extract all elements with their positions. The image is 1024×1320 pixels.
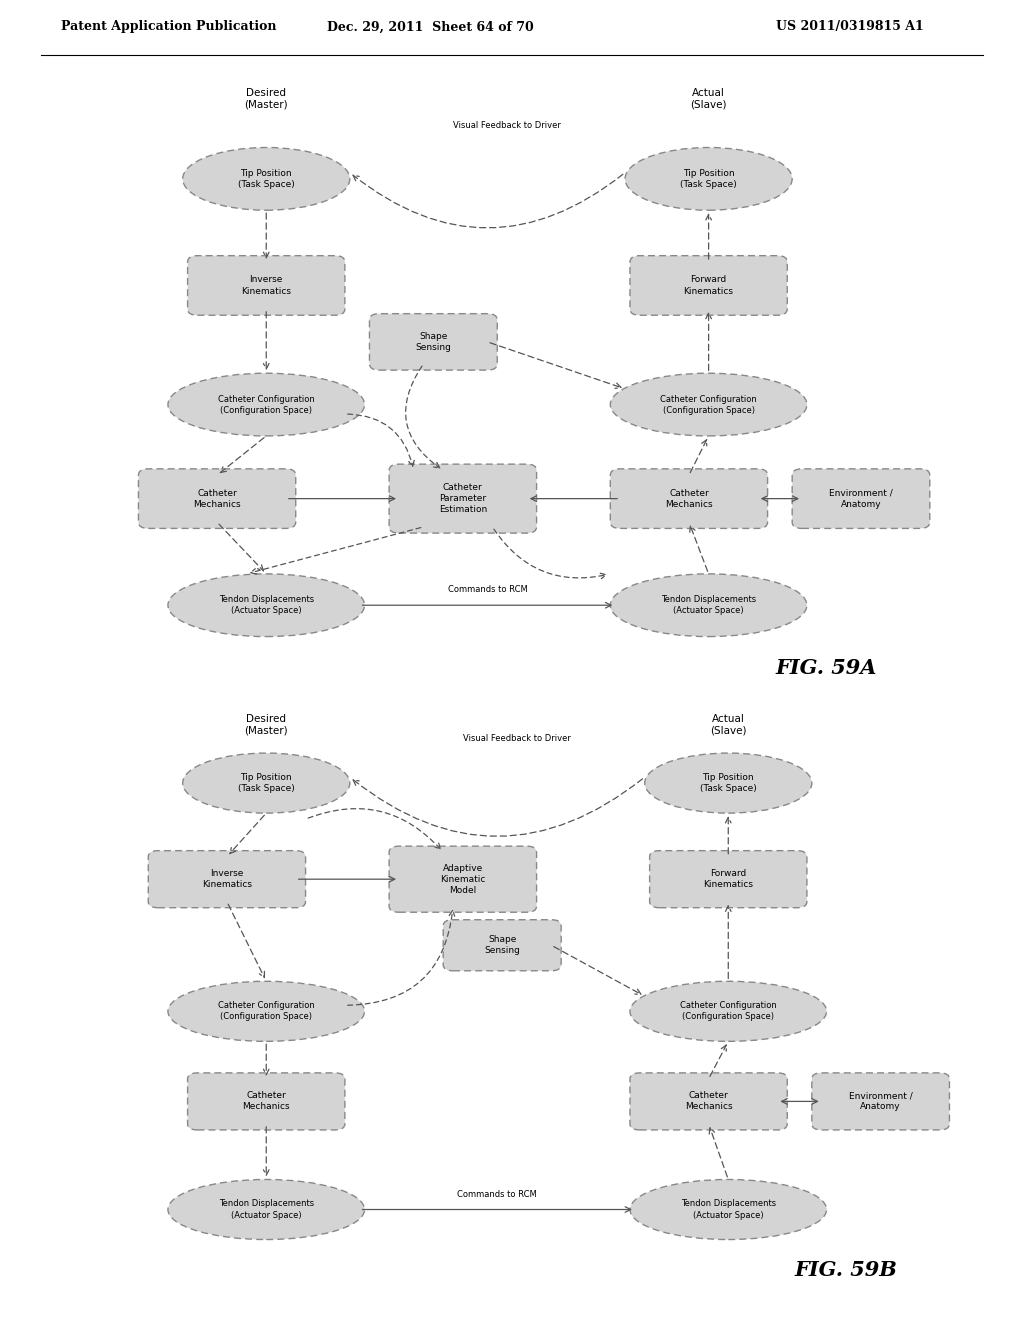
Text: Catheter
Mechanics: Catheter Mechanics [666, 488, 713, 508]
FancyBboxPatch shape [793, 469, 930, 528]
Text: Actual
(Slave): Actual (Slave) [690, 88, 727, 110]
Text: Dec. 29, 2011  Sheet 64 of 70: Dec. 29, 2011 Sheet 64 of 70 [327, 20, 534, 33]
Ellipse shape [610, 374, 807, 436]
FancyBboxPatch shape [389, 465, 537, 533]
Text: Catheter
Mechanics: Catheter Mechanics [194, 488, 241, 508]
Text: Shape
Sensing: Shape Sensing [416, 331, 452, 352]
FancyBboxPatch shape [630, 1073, 787, 1130]
Text: Visual Feedback to Driver: Visual Feedback to Driver [463, 734, 570, 743]
FancyBboxPatch shape [138, 469, 296, 528]
Text: Tip Position
(Task Space): Tip Position (Task Space) [238, 774, 295, 793]
Text: Tip Position
(Task Space): Tip Position (Task Space) [238, 169, 295, 189]
Text: Catheter Configuration
(Configuration Space): Catheter Configuration (Configuration Sp… [218, 1002, 314, 1022]
Ellipse shape [168, 374, 365, 436]
Text: FIG. 59A: FIG. 59A [776, 657, 878, 678]
FancyBboxPatch shape [148, 850, 305, 908]
FancyBboxPatch shape [443, 920, 561, 970]
FancyBboxPatch shape [187, 256, 345, 315]
Text: Visual Feedback to Driver: Visual Feedback to Driver [454, 121, 561, 131]
Text: Environment /
Anatomy: Environment / Anatomy [829, 488, 893, 508]
Text: Tip Position
(Task Space): Tip Position (Task Space) [680, 169, 737, 189]
Ellipse shape [630, 1180, 826, 1239]
Text: Shape
Sensing: Shape Sensing [484, 935, 520, 956]
FancyBboxPatch shape [370, 314, 498, 370]
Text: Actual
(Slave): Actual (Slave) [710, 714, 746, 735]
Text: Tendon Displacements
(Actuator Space): Tendon Displacements (Actuator Space) [219, 595, 313, 615]
Text: Environment /
Anatomy: Environment / Anatomy [849, 1092, 912, 1111]
FancyBboxPatch shape [389, 846, 537, 912]
Text: Forward
Kinematics: Forward Kinematics [703, 869, 754, 890]
Text: Tendon Displacements
(Actuator Space): Tendon Displacements (Actuator Space) [219, 1200, 313, 1220]
Text: Catheter Configuration
(Configuration Space): Catheter Configuration (Configuration Sp… [218, 395, 314, 414]
Text: Inverse
Kinematics: Inverse Kinematics [242, 276, 291, 296]
Text: Commands to RCM: Commands to RCM [458, 1191, 538, 1199]
Text: Catheter Configuration
(Configuration Space): Catheter Configuration (Configuration Sp… [660, 395, 757, 414]
Text: Tendon Displacements
(Actuator Space): Tendon Displacements (Actuator Space) [681, 1200, 776, 1220]
Text: Patent Application Publication: Patent Application Publication [61, 20, 276, 33]
Text: Desired
(Master): Desired (Master) [245, 714, 288, 735]
Text: Adaptive
Kinematic
Model: Adaptive Kinematic Model [440, 863, 485, 895]
Ellipse shape [645, 752, 812, 813]
Ellipse shape [168, 1180, 365, 1239]
FancyBboxPatch shape [610, 469, 768, 528]
Ellipse shape [182, 752, 350, 813]
Ellipse shape [182, 148, 350, 210]
Text: US 2011/0319815 A1: US 2011/0319815 A1 [776, 20, 924, 33]
Ellipse shape [168, 981, 365, 1041]
Text: Inverse
Kinematics: Inverse Kinematics [202, 869, 252, 890]
FancyBboxPatch shape [630, 256, 787, 315]
Ellipse shape [630, 981, 826, 1041]
Text: Catheter
Mechanics: Catheter Mechanics [243, 1092, 290, 1111]
Ellipse shape [625, 148, 793, 210]
Ellipse shape [168, 574, 365, 636]
Text: Forward
Kinematics: Forward Kinematics [684, 276, 733, 296]
Text: Desired
(Master): Desired (Master) [245, 88, 288, 110]
FancyBboxPatch shape [812, 1073, 949, 1130]
FancyBboxPatch shape [187, 1073, 345, 1130]
Text: Catheter
Mechanics: Catheter Mechanics [685, 1092, 732, 1111]
Text: FIG. 59B: FIG. 59B [795, 1259, 898, 1279]
Text: Catheter
Parameter
Estimation: Catheter Parameter Estimation [438, 483, 487, 515]
Text: Tip Position
(Task Space): Tip Position (Task Space) [699, 774, 757, 793]
Text: Catheter Configuration
(Configuration Space): Catheter Configuration (Configuration Sp… [680, 1002, 776, 1022]
FancyBboxPatch shape [649, 850, 807, 908]
Text: Tendon Displacements
(Actuator Space): Tendon Displacements (Actuator Space) [662, 595, 756, 615]
Ellipse shape [610, 574, 807, 636]
Text: Commands to RCM: Commands to RCM [447, 585, 527, 594]
